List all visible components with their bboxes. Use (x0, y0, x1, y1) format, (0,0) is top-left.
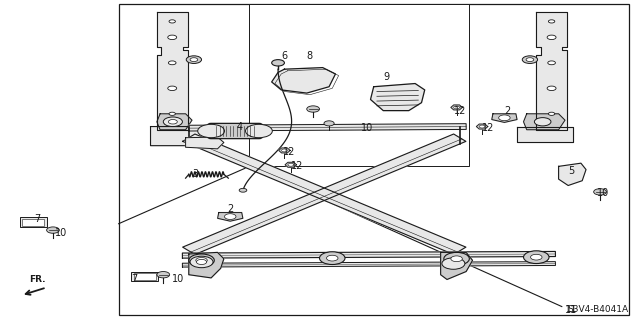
Circle shape (197, 124, 224, 138)
Circle shape (47, 227, 59, 233)
Polygon shape (451, 105, 463, 110)
Text: 10: 10 (172, 275, 184, 284)
Text: 7: 7 (35, 214, 41, 224)
Circle shape (157, 271, 170, 278)
Circle shape (523, 251, 549, 264)
Text: 5: 5 (568, 166, 574, 176)
Polygon shape (189, 124, 466, 131)
Text: 11: 11 (566, 305, 578, 314)
Circle shape (522, 56, 537, 63)
Text: S3V4-B4041A: S3V4-B4041A (567, 305, 629, 314)
Text: 12: 12 (291, 161, 304, 172)
Circle shape (169, 20, 175, 23)
Circle shape (548, 61, 555, 65)
Polygon shape (536, 12, 567, 130)
Circle shape (526, 58, 534, 61)
Bar (134, 273, 156, 280)
Circle shape (196, 258, 207, 263)
Polygon shape (523, 114, 565, 130)
Circle shape (224, 214, 236, 220)
Text: FR.: FR. (29, 275, 45, 284)
Polygon shape (157, 12, 187, 130)
Text: 9: 9 (383, 72, 390, 82)
Circle shape (547, 35, 556, 40)
Bar (249, 4, 469, 166)
Polygon shape (285, 162, 296, 167)
Polygon shape (185, 137, 224, 149)
Bar (119, 4, 629, 315)
Circle shape (327, 255, 338, 261)
Text: 2: 2 (504, 106, 511, 116)
Text: 7: 7 (132, 275, 138, 284)
Circle shape (190, 256, 213, 268)
Text: 10: 10 (361, 123, 373, 133)
Circle shape (324, 121, 334, 126)
Circle shape (548, 112, 555, 116)
Circle shape (534, 118, 551, 126)
Bar (20, 217, 47, 227)
Circle shape (189, 254, 214, 267)
Text: 2: 2 (227, 204, 233, 214)
Circle shape (190, 58, 197, 61)
Circle shape (169, 120, 177, 124)
FancyBboxPatch shape (208, 123, 262, 139)
Text: 10: 10 (597, 188, 610, 198)
Circle shape (444, 252, 469, 265)
Circle shape (594, 189, 606, 195)
Polygon shape (183, 134, 466, 254)
Text: 12: 12 (482, 123, 495, 133)
Circle shape (169, 61, 176, 65)
Circle shape (169, 112, 175, 116)
Circle shape (451, 256, 463, 262)
Text: 12: 12 (283, 147, 296, 157)
Circle shape (307, 106, 320, 112)
Polygon shape (157, 114, 192, 130)
Polygon shape (558, 163, 586, 186)
Text: 6: 6 (281, 52, 288, 61)
Circle shape (245, 124, 272, 138)
Circle shape (320, 252, 345, 265)
Circle shape (239, 188, 247, 192)
Polygon shape (272, 68, 335, 93)
Circle shape (288, 163, 294, 166)
Polygon shape (476, 124, 488, 129)
Polygon shape (151, 126, 206, 146)
Polygon shape (441, 252, 472, 279)
Text: 3: 3 (192, 169, 198, 179)
Polygon shape (218, 212, 243, 221)
Circle shape (164, 117, 182, 126)
Circle shape (186, 56, 201, 63)
Text: 10: 10 (55, 228, 67, 238)
Polygon shape (189, 252, 224, 278)
Circle shape (168, 86, 176, 91)
Circle shape (547, 86, 556, 91)
Circle shape (442, 258, 465, 269)
Polygon shape (182, 252, 555, 258)
Circle shape (282, 149, 288, 152)
Circle shape (272, 60, 284, 66)
Polygon shape (182, 262, 555, 267)
Text: 12: 12 (454, 106, 466, 116)
Circle shape (498, 115, 510, 121)
Circle shape (196, 260, 206, 265)
Text: 4: 4 (236, 122, 243, 132)
Circle shape (548, 20, 555, 23)
Bar (22, 219, 44, 226)
Circle shape (479, 125, 485, 128)
Polygon shape (279, 148, 290, 153)
Circle shape (530, 254, 542, 260)
Circle shape (168, 35, 176, 40)
Circle shape (454, 106, 459, 109)
Text: 8: 8 (307, 52, 313, 61)
Bar (132, 271, 158, 281)
Polygon shape (183, 134, 466, 254)
Polygon shape (492, 114, 517, 123)
Polygon shape (517, 126, 573, 142)
Polygon shape (371, 84, 425, 111)
Text: 11: 11 (566, 305, 578, 315)
